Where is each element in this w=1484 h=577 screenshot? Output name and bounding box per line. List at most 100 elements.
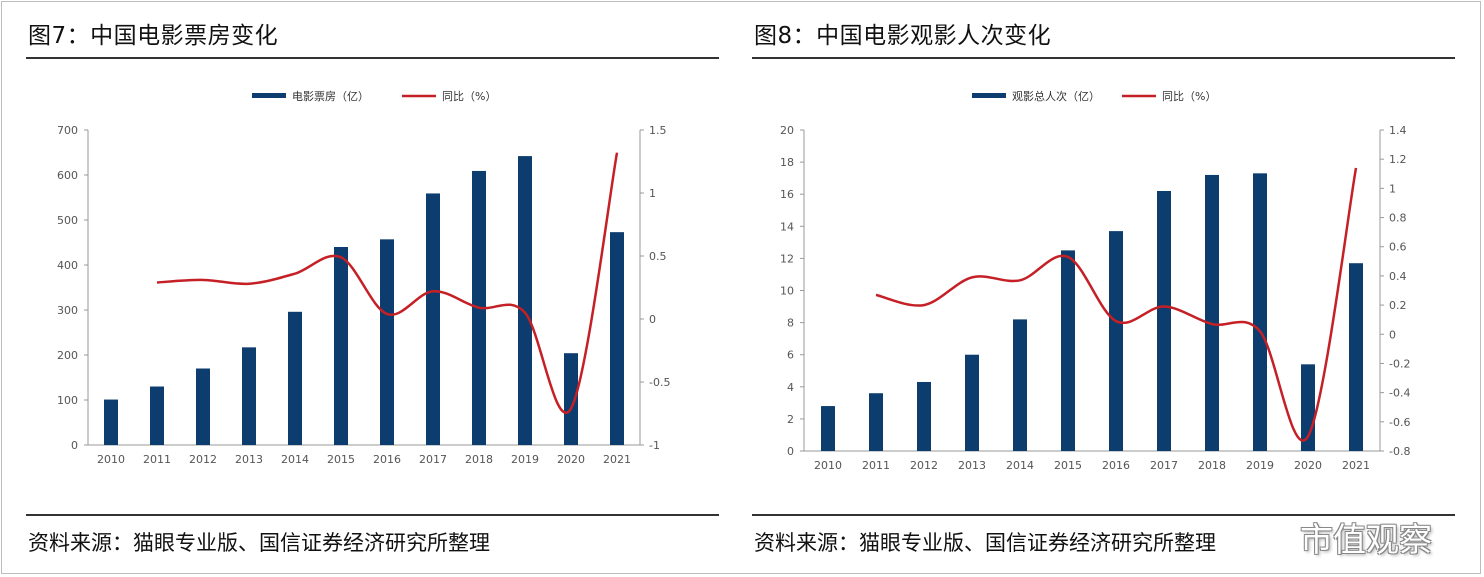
panel-box-office: 图7：中国电影票房变化 0 100 200 300 400 500 600 700 -1 -0.5… [26,23,719,555]
right-tick-label: 0.5 [649,250,667,263]
legend-line-label: 同比（%） [442,90,496,103]
title-rule [752,57,1455,59]
x-tick-label: 2014 [1006,459,1034,472]
bar [150,386,164,445]
bar [196,368,210,445]
bar [334,247,348,445]
bar [869,393,883,451]
left-tick-label: 6 [787,349,794,362]
x-tick-label: 2021 [1342,459,1370,472]
right-tick-label: 0 [649,313,656,326]
bar [1253,173,1267,451]
left-tick-label: 8 [787,317,794,330]
left-tick-label: 100 [57,394,78,407]
right-tick-label: 0.4 [1389,270,1407,283]
left-tick-label: 4 [787,381,794,394]
right-tick-label: 1.2 [1389,153,1407,166]
source-rule [752,514,1455,516]
right-tick-label: 1.4 [1389,124,1407,137]
left-tick-label: 500 [57,214,78,227]
left-tick-label: 0 [787,445,794,458]
right-tick-label: 1 [649,187,656,200]
legend-line-label: 同比（%） [1162,90,1216,103]
x-tick-label: 2016 [1102,459,1130,472]
left-tick-label: 18 [780,156,794,169]
right-tick-label: -0.8 [1389,445,1410,458]
right-tick-label: 0.2 [1389,299,1407,312]
x-tick-label: 2016 [373,453,401,466]
left-tick-label: 16 [780,188,794,201]
x-tick-label: 2019 [511,453,539,466]
right-tick-label: 0 [1389,328,1396,341]
yoy-line [875,167,1358,442]
right-tick-label: -0.6 [1389,416,1410,429]
left-tick-label: 300 [57,304,78,317]
panel-title: 图8：中国电影观影人次变化 [754,23,1052,49]
left-tick-label: 600 [57,169,78,182]
left-tick-label: 400 [57,259,78,272]
left-tick-label: 12 [780,252,794,265]
x-tick-label: 2014 [281,453,309,466]
x-tick-label: 2012 [189,453,217,466]
x-tick-label: 2015 [1054,459,1082,472]
x-tick-label: 2010 [814,459,842,472]
watermark: 市值观察 [1300,520,1432,559]
bar [288,311,302,445]
panel-title: 图7：中国电影票房变化 [28,23,279,49]
right-tick-label: -1 [649,439,660,452]
bar [1061,250,1075,451]
left-tick-label: 2 [787,413,794,426]
bar [380,239,394,445]
bar [518,156,532,445]
bar [564,353,578,445]
right-tick-label: 0.6 [1389,241,1407,254]
left-tick-label: 200 [57,349,78,362]
legend-bar-swatch [252,93,286,98]
left-tick-label: 14 [780,220,794,233]
bar [104,399,118,445]
source-rule [26,514,719,516]
bar [1205,174,1219,451]
x-tick-label: 2011 [143,453,171,466]
x-tick-label: 2020 [1294,459,1322,472]
left-tick-label: 20 [780,124,794,137]
bar [242,347,256,445]
source-note: 资料来源：猫眼专业版、国信证券经济研究所整理 [28,531,490,555]
legend-bar-label: 电影票房（亿） [292,90,369,103]
x-tick-label: 2012 [910,459,938,472]
bar [1013,319,1027,451]
x-tick-label: 2018 [465,453,493,466]
bar [1157,190,1171,452]
right-tick-label: -0.4 [1389,387,1410,400]
x-tick-label: 2015 [327,453,355,466]
bar [965,354,979,451]
x-tick-label: 2011 [862,459,890,472]
x-tick-label: 2013 [958,459,986,472]
x-tick-label: 2020 [557,453,585,466]
right-tick-label: 1 [1389,182,1396,195]
bar [610,232,624,445]
legend-bar-swatch [972,93,1006,98]
yoy-line [156,152,619,414]
bar [821,406,835,451]
bar [1349,263,1363,451]
x-tick-label: 2013 [235,453,263,466]
legend-bar-label: 观影总人次（亿） [1012,89,1100,103]
right-tick-label: -0.5 [649,376,670,389]
title-rule [26,57,719,59]
source-note: 资料来源：猫眼专业版、国信证券经济研究所整理 [754,531,1216,555]
admissions-chart: 0 2 4 6 8 10 12 14 16 18 20 -0.8 -0.6 -0.4 -0.2 0 0.2 0.4… [780,89,1410,472]
right-tick-label: 1.5 [649,124,667,137]
x-tick-label: 2019 [1246,459,1274,472]
x-tick-label: 2017 [419,453,447,466]
x-tick-label: 2018 [1198,459,1226,472]
right-tick-label: -0.2 [1389,357,1410,370]
x-tick-label: 2017 [1150,459,1178,472]
x-tick-label: 2021 [603,453,631,466]
bar [1109,231,1123,451]
panel-admissions: 图8：中国电影观影人次变化 0 2 4 6 8 10 12 14 16 18 20 -0.8 -0.6-… [742,0,1484,577]
right-tick-label: 0.8 [1389,212,1407,225]
left-tick-label: 10 [780,285,794,298]
left-tick-label: 0 [71,439,78,452]
